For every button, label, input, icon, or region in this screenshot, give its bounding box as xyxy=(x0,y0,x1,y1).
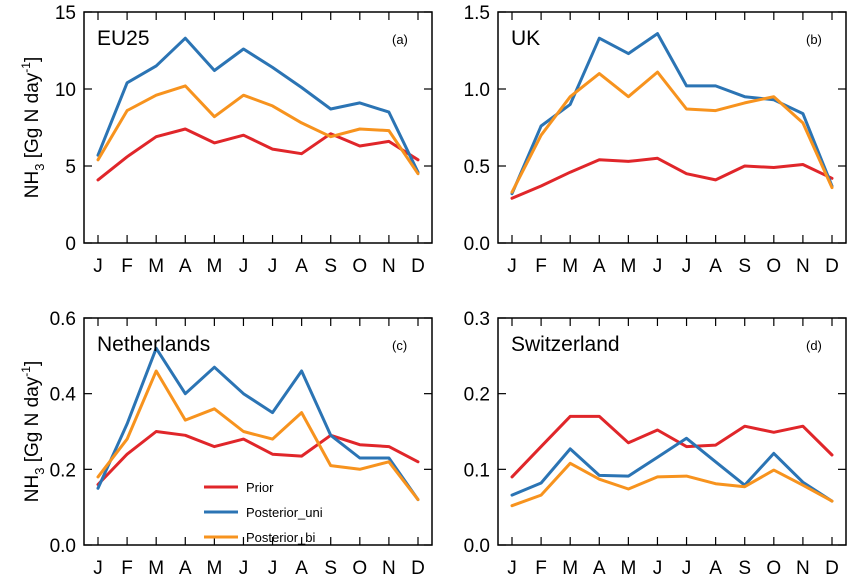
x-tick-label: J xyxy=(268,558,278,579)
y-tick-label: 1.5 xyxy=(464,3,490,24)
x-tick-label: M xyxy=(620,558,636,579)
plot-frame xyxy=(497,11,847,244)
y-tick-label: 0.4 xyxy=(50,385,77,406)
y-tick-label: 0.6 xyxy=(50,309,76,330)
panel-tag: (d) xyxy=(806,338,822,353)
panel-title: Netherlands xyxy=(97,333,210,356)
y-tick-label: 5 xyxy=(65,157,76,178)
x-tick-label: J xyxy=(93,558,103,579)
x-tick-label: F xyxy=(535,256,547,277)
x-tick-label: S xyxy=(324,558,337,579)
x-tick-label: A xyxy=(295,256,308,277)
x-tick-label: M xyxy=(148,256,164,277)
plot-frame xyxy=(83,317,433,546)
x-tick-label: N xyxy=(796,558,810,579)
x-tick-label: M xyxy=(562,558,578,579)
x-tick-label: S xyxy=(738,256,751,277)
y-tick-label: 0.2 xyxy=(50,460,76,481)
x-tick-label: J xyxy=(239,256,249,277)
x-tick-label: J xyxy=(507,558,517,579)
x-tick-label: N xyxy=(382,256,396,277)
y-tick-label: 0.2 xyxy=(464,385,490,406)
x-tick-label: A xyxy=(593,558,606,579)
y-tick-label: 0.0 xyxy=(464,536,490,557)
series-line-posterior-bi xyxy=(510,70,834,194)
x-tick-label: J xyxy=(93,256,103,277)
x-tick-label: O xyxy=(352,256,367,277)
y-tick-label: 15 xyxy=(55,3,76,24)
x-tick-label: A xyxy=(593,256,606,277)
plot-frame xyxy=(497,317,847,546)
series-line-prior xyxy=(510,156,834,200)
x-tick-label: O xyxy=(766,558,781,579)
panel-tag: (a) xyxy=(392,32,408,47)
y-tick-label: 0 xyxy=(65,234,76,255)
series-line-posterior-uni xyxy=(510,436,834,503)
x-tick-label: M xyxy=(206,558,222,579)
x-tick-label: F xyxy=(535,558,547,579)
x-tick-label: M xyxy=(206,256,222,277)
x-tick-label: A xyxy=(295,558,308,579)
x-tick-label: O xyxy=(352,558,367,579)
x-tick-label: J xyxy=(682,558,692,579)
x-tick-label: F xyxy=(121,256,133,277)
x-tick-label: D xyxy=(411,256,425,277)
panel-tag: (b) xyxy=(806,32,822,47)
panel-title: Switzerland xyxy=(511,333,620,356)
x-tick-label: D xyxy=(411,558,425,579)
x-tick-label: A xyxy=(179,558,192,579)
y-tick-label: 0.5 xyxy=(464,157,490,178)
x-tick-label: S xyxy=(324,256,337,277)
series-line-prior xyxy=(96,430,420,486)
x-tick-label: N xyxy=(796,256,810,277)
x-tick-label: D xyxy=(825,256,839,277)
series-line-prior xyxy=(96,127,420,182)
legend-label: Posterior_uni xyxy=(246,505,323,520)
x-tick-label: M xyxy=(620,256,636,277)
x-tick-label: M xyxy=(148,558,164,579)
x-tick-label: J xyxy=(507,256,517,277)
series-line-posterior-bi xyxy=(96,84,420,176)
x-tick-label: J xyxy=(239,558,249,579)
x-tick-label: O xyxy=(766,256,781,277)
series-line-posterior-uni xyxy=(510,32,834,196)
x-tick-label: A xyxy=(709,558,722,579)
plot-frame xyxy=(83,11,433,244)
x-tick-label: J xyxy=(653,558,663,579)
panel-2: J F M A M J J A S O N D0.00.51.01.5UK (b) xyxy=(464,3,847,277)
legend: Prior Posterior_uni Posterior_bi xyxy=(204,480,323,545)
x-tick-label: J xyxy=(653,256,663,277)
y-axis-label: NH3 [Gg N day-1] xyxy=(19,57,47,198)
panel-tag: (c) xyxy=(392,338,407,353)
series-line-posterior-bi xyxy=(96,369,420,502)
series-line-posterior-uni xyxy=(96,36,420,174)
panel-title: UK xyxy=(511,27,540,50)
series-line-posterior-uni xyxy=(96,346,420,502)
x-tick-label: N xyxy=(382,558,396,579)
y-tick-label: 0.1 xyxy=(464,460,490,481)
x-tick-label: A xyxy=(709,256,722,277)
legend-label: Prior xyxy=(246,480,274,495)
panel-title: EU25 xyxy=(97,27,150,50)
x-tick-label: M xyxy=(562,256,578,277)
y-tick-label: 1.0 xyxy=(464,80,490,101)
x-tick-label: J xyxy=(682,256,692,277)
x-tick-label: J xyxy=(268,256,278,277)
y-axis-label: NH3 [Gg N day-1] xyxy=(19,361,47,502)
x-tick-label: F xyxy=(121,558,133,579)
series-line-posterior-bi xyxy=(510,461,834,508)
y-tick-label: 0.3 xyxy=(464,309,490,330)
x-tick-label: S xyxy=(738,558,751,579)
x-tick-label: D xyxy=(825,558,839,579)
legend-label: Posterior_bi xyxy=(246,530,315,545)
series-line-prior xyxy=(510,414,834,479)
y-tick-label: 0.0 xyxy=(50,536,76,557)
x-tick-label: A xyxy=(179,256,192,277)
y-tick-label: 10 xyxy=(55,80,76,101)
y-tick-label: 0.0 xyxy=(464,234,490,255)
